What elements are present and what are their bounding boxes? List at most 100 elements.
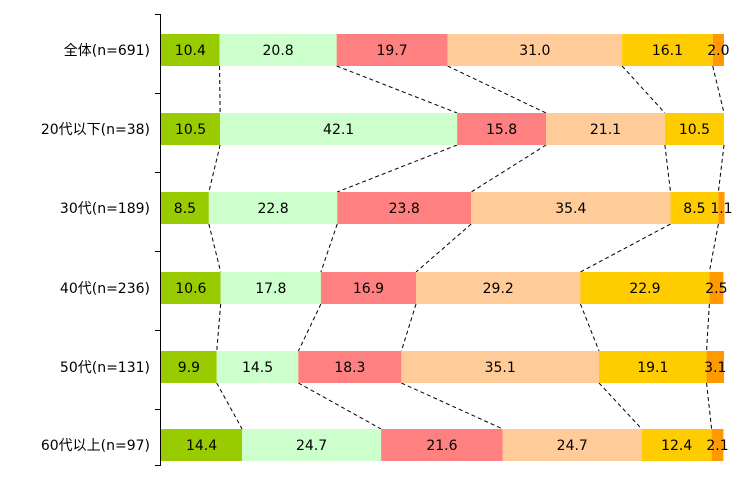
data-label: 2.5 xyxy=(705,281,727,297)
data-label: 14.4 xyxy=(186,438,217,454)
data-label: 23.8 xyxy=(389,201,420,217)
bar-segment xyxy=(220,113,458,145)
data-label: 35.1 xyxy=(485,360,516,376)
series-line xyxy=(621,65,666,114)
bar-segment xyxy=(219,34,337,66)
data-label: 22.8 xyxy=(257,201,288,217)
bar-segment xyxy=(670,192,719,224)
bar-segment xyxy=(457,113,547,145)
data-label: 20.8 xyxy=(263,43,294,59)
category-label: 60代以上(n=97) xyxy=(41,438,150,454)
data-label: 1.1 xyxy=(710,201,732,217)
series-line xyxy=(664,144,672,193)
bar-segment xyxy=(320,272,417,304)
bar-segment xyxy=(712,34,724,66)
series-line xyxy=(447,65,547,114)
data-label: 3.1 xyxy=(704,360,726,376)
bar-segment xyxy=(220,272,321,304)
category-label: 40代(n=236) xyxy=(60,281,150,297)
data-label: 16.1 xyxy=(652,43,683,59)
data-label: 19.7 xyxy=(377,43,408,59)
bar-segment xyxy=(161,272,221,304)
bar-segment xyxy=(706,351,724,383)
data-label: 21.6 xyxy=(426,438,457,454)
series-line xyxy=(297,303,322,352)
series-line xyxy=(717,144,725,193)
bar-segment xyxy=(709,272,724,304)
series-line xyxy=(337,144,458,193)
bar-segment xyxy=(161,429,243,461)
bar-segment xyxy=(336,34,448,66)
data-label: 18.3 xyxy=(334,360,365,376)
bar-segment xyxy=(664,113,724,145)
bar-segment xyxy=(216,351,299,383)
series-line xyxy=(470,144,547,193)
data-label: 17.8 xyxy=(255,281,286,297)
series-line xyxy=(298,382,382,430)
bar-segment xyxy=(161,351,217,383)
bar-segment xyxy=(161,34,220,66)
data-label: 21.1 xyxy=(590,122,621,138)
series-line xyxy=(320,223,338,273)
bar-segment xyxy=(641,429,712,461)
bar-segment xyxy=(580,272,710,304)
bar-segment xyxy=(242,429,382,461)
bar-segment xyxy=(381,429,503,461)
data-label: 19.1 xyxy=(637,360,668,376)
series-line xyxy=(579,303,600,352)
data-label: 10.5 xyxy=(175,122,206,138)
bar-segment xyxy=(161,113,221,145)
series-line xyxy=(580,223,671,273)
category-label: 50代(n=131) xyxy=(60,360,150,376)
data-label: 10.5 xyxy=(679,122,710,138)
category-label: 20代以下(n=38) xyxy=(41,122,150,138)
category-label: 全体(n=691) xyxy=(64,42,150,59)
bar-segment xyxy=(546,113,665,145)
series-line xyxy=(706,303,710,352)
series-line xyxy=(219,65,221,114)
series-line xyxy=(401,382,503,430)
data-label: 2.0 xyxy=(707,43,729,59)
data-label: 24.7 xyxy=(296,438,327,454)
bar-segment xyxy=(401,351,600,383)
series-line xyxy=(415,223,472,273)
data-label: 15.8 xyxy=(486,122,517,138)
bar-segment xyxy=(447,34,623,66)
bar-segment xyxy=(471,192,671,224)
data-label: 22.9 xyxy=(629,281,660,297)
bar-segment xyxy=(208,192,338,224)
data-label: 12.4 xyxy=(661,438,692,454)
series-line xyxy=(208,223,222,273)
data-label: 8.5 xyxy=(174,201,196,217)
series-line xyxy=(712,65,725,114)
series-line xyxy=(336,65,458,114)
data-label: 2.1 xyxy=(706,438,728,454)
bar-segment xyxy=(502,429,642,461)
series-line xyxy=(400,303,417,352)
data-label: 9.9 xyxy=(178,360,200,376)
series-line xyxy=(706,382,713,430)
bar-segment xyxy=(599,351,707,383)
series-line xyxy=(216,303,222,352)
data-label: 31.0 xyxy=(519,43,550,59)
bar-segment xyxy=(161,192,209,224)
data-label: 8.5 xyxy=(683,201,705,217)
category-label: 30代(n=189) xyxy=(60,201,150,217)
data-label: 35.4 xyxy=(555,201,586,217)
data-label: 14.5 xyxy=(242,360,273,376)
bar-segment xyxy=(622,34,713,66)
data-label: 16.9 xyxy=(353,281,384,297)
series-line xyxy=(208,144,221,193)
data-label: 10.6 xyxy=(175,281,206,297)
series-line xyxy=(216,382,243,430)
data-label: 10.4 xyxy=(175,43,206,59)
bar-segment xyxy=(416,272,581,304)
bar-segment xyxy=(298,351,402,383)
data-label: 29.2 xyxy=(483,281,514,297)
data-label: 42.1 xyxy=(323,122,354,138)
series-line xyxy=(708,223,719,273)
data-label: 24.7 xyxy=(557,438,588,454)
bar-segment xyxy=(711,429,724,461)
